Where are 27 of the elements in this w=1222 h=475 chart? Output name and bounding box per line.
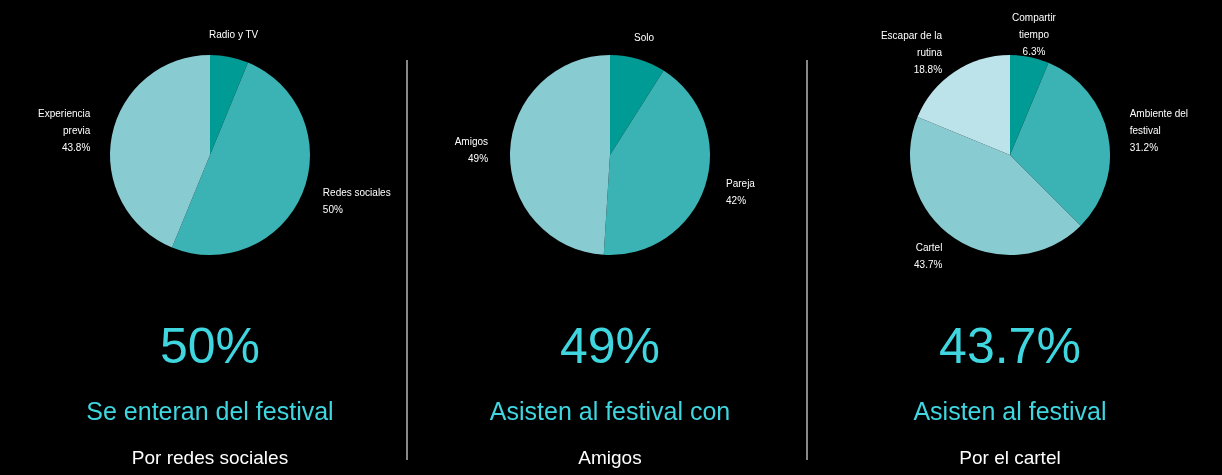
slice-label: Radio y TV — [208, 29, 259, 41]
slice-label: Redes sociales — [322, 186, 391, 198]
slice-label: Solo — [634, 31, 655, 43]
slice-label: Cartel — [915, 241, 943, 253]
text: Por el cartel — [958, 446, 1062, 470]
data-label: 42% — [726, 194, 747, 206]
text: Amigos — [577, 446, 643, 470]
text: Asisten al festival — [912, 396, 1108, 426]
text: Asisten al festival con — [488, 396, 732, 426]
data-label: 43.7% — [914, 258, 943, 270]
text: 50% — [158, 318, 262, 374]
data-label: 43.8% — [61, 142, 91, 154]
data-label: 49% — [468, 153, 489, 165]
slice-label: Amigos — [454, 136, 489, 148]
data-label: 6.3% — [1022, 46, 1046, 58]
data-label: 31.2% — [1129, 142, 1159, 154]
text: Se enteran del festival — [85, 396, 335, 426]
data-label: 18.8% — [913, 64, 943, 76]
data-label: 50% — [322, 203, 343, 215]
slice-label: Ambiente del festival — [1129, 108, 1189, 137]
text: 49% — [558, 318, 662, 374]
slice-label: Experiencia previa — [38, 108, 91, 137]
text: 43.7% — [938, 318, 1082, 374]
text: Por redes sociales — [130, 446, 290, 470]
slice-label: Escapar de la rutina — [880, 30, 943, 59]
slice-label: Compartir tiempo — [1012, 12, 1057, 41]
slice-label: Pareja — [726, 177, 756, 189]
